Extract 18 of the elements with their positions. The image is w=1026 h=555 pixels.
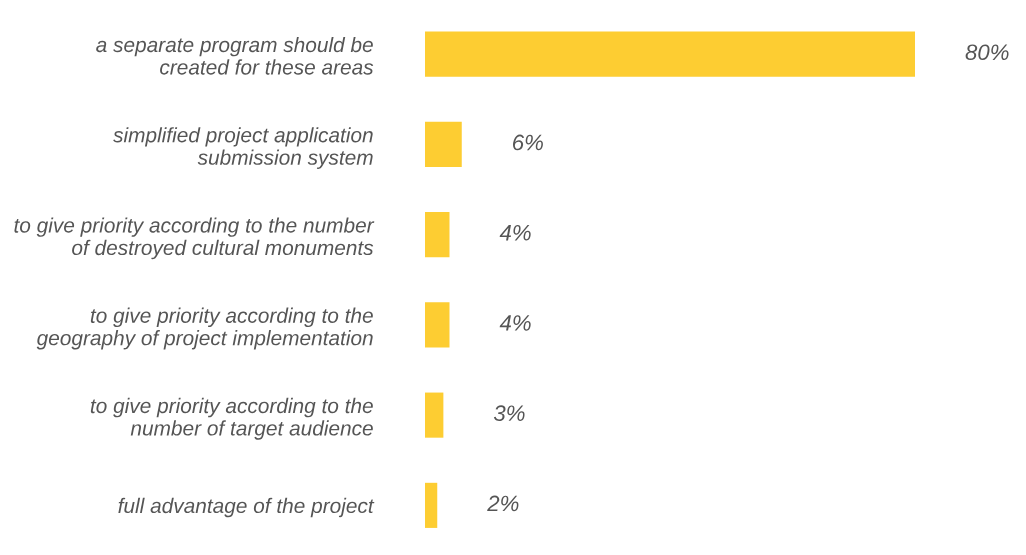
- bar: [425, 31, 915, 77]
- y-tick-label: a separate program should be created for these areas: [96, 36, 374, 75]
- data-label: 2%: [487, 495, 519, 512]
- bar: [425, 212, 450, 258]
- data-label: 3%: [493, 405, 525, 422]
- bar: [425, 121, 462, 167]
- y-tick-label: to give priority according to the number of destroyed cultural monuments: [14, 217, 375, 260]
- y-tick-label: to give priority according to the number of target audience: [90, 397, 373, 440]
- data-label: 4%: [499, 315, 531, 331]
- y-tick-label: simplified project application submission system: [113, 127, 373, 169]
- y-tick-label: full advantage of the project: [118, 497, 375, 518]
- bar: [425, 302, 450, 348]
- data-label: 4%: [499, 224, 531, 241]
- data-label: 6%: [513, 134, 543, 151]
- data-label: 80%: [965, 44, 1009, 61]
- y-tick-label: to give priority according to the geography of project implementation: [36, 307, 373, 350]
- bar: [425, 392, 444, 438]
- bar: [425, 482, 438, 528]
